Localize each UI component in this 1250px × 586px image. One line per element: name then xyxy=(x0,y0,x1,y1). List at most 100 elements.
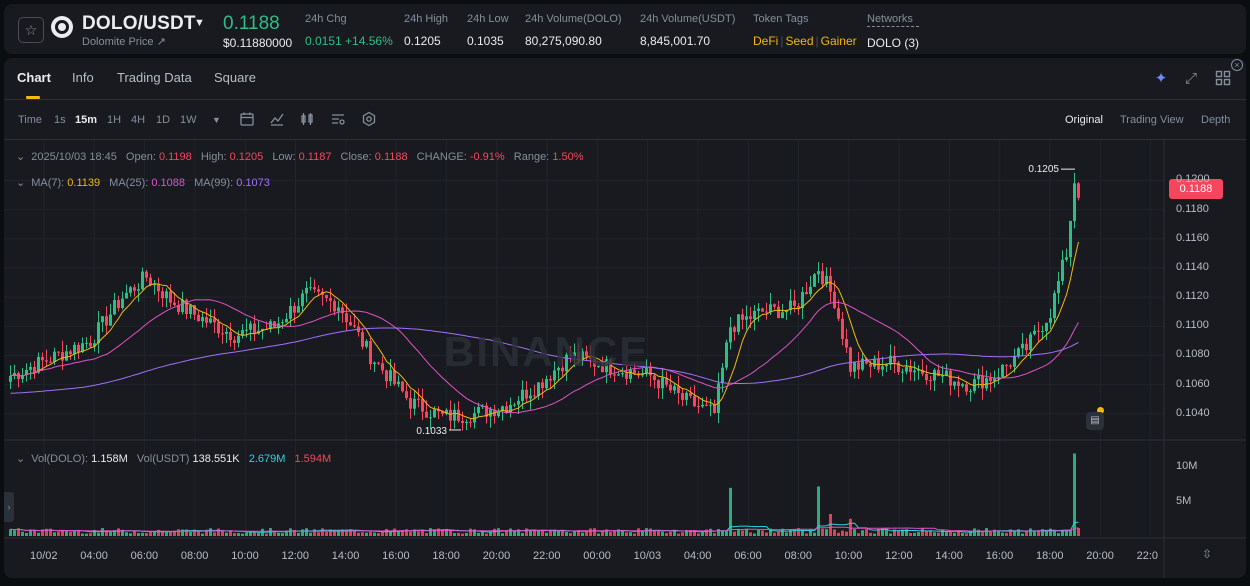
timeframe-time[interactable]: Time xyxy=(18,114,43,126)
networks[interactable]: Networks DOLO (3) xyxy=(867,13,920,50)
volume-bar xyxy=(33,530,36,536)
volume-bar xyxy=(325,531,328,536)
volume-bar xyxy=(333,529,336,536)
time-tick-label: 08:00 xyxy=(180,550,209,562)
volume-bar xyxy=(441,529,444,536)
alert-icon[interactable]: ▤ xyxy=(1086,412,1104,430)
volume-bar xyxy=(953,532,956,536)
timeframe-1h[interactable]: 1H xyxy=(107,114,122,126)
candle xyxy=(681,388,684,407)
candle xyxy=(985,370,988,392)
candle xyxy=(477,402,480,417)
view-original[interactable]: Original xyxy=(1065,114,1103,126)
close-icon[interactable]: × xyxy=(1231,59,1243,71)
volume-bar xyxy=(845,531,848,536)
reset-scale-icon[interactable]: ⇳ xyxy=(1201,547,1213,561)
price-chart[interactable]: 0.1205 0.1033 xyxy=(4,140,1246,578)
candle xyxy=(505,401,508,414)
candle xyxy=(121,291,124,310)
pair-dropdown-icon[interactable]: ▼ xyxy=(194,17,205,29)
candle xyxy=(421,388,424,421)
volume-bar xyxy=(853,529,856,536)
candle xyxy=(361,327,364,350)
volume-bar xyxy=(81,533,84,536)
volume-bar xyxy=(57,531,60,536)
candle xyxy=(177,300,180,315)
volume-bar xyxy=(1045,531,1048,536)
favorite-star-icon[interactable]: ☆ xyxy=(18,17,44,43)
scale-dividers xyxy=(4,140,1246,578)
volume-bar xyxy=(1033,531,1036,536)
candle xyxy=(1057,271,1060,304)
timeframe-4h[interactable]: 4H xyxy=(131,114,146,126)
volume-bar xyxy=(1057,533,1060,536)
candle xyxy=(1077,181,1080,201)
stat-value: 0.0151 +14.56% xyxy=(305,34,393,48)
candle xyxy=(1005,364,1008,376)
expand-sidebar-icon[interactable]: › xyxy=(4,492,14,522)
volume-bar xyxy=(201,533,204,536)
timeframe-15m[interactable]: 15m xyxy=(75,114,98,126)
volume-bar xyxy=(177,529,180,536)
tag-defi[interactable]: DeFi xyxy=(753,34,779,48)
candle xyxy=(925,364,928,385)
view-depth[interactable]: Depth xyxy=(1201,114,1231,126)
ai-sparkle-icon[interactable]: ✦ xyxy=(1154,70,1168,87)
volume-bar xyxy=(429,528,432,536)
volume-bar xyxy=(513,530,516,536)
candle xyxy=(545,375,548,390)
candle xyxy=(489,406,492,428)
candle xyxy=(85,337,88,349)
candle xyxy=(817,262,820,284)
tab-chart[interactable]: Chart xyxy=(17,70,51,85)
volume-bar xyxy=(29,529,32,536)
time-tick-label: 10:00 xyxy=(231,550,259,562)
candle xyxy=(401,380,404,393)
tab-square[interactable]: Square xyxy=(214,70,256,85)
volume-bar xyxy=(61,530,64,536)
volume-bar xyxy=(141,532,144,536)
legend-chevron-icon: ⌄ xyxy=(16,151,26,163)
volume-bar xyxy=(777,531,780,536)
candle xyxy=(137,283,140,302)
volume-bar xyxy=(453,533,456,536)
chart-settings-icon[interactable] xyxy=(330,111,346,127)
candle xyxy=(885,363,888,372)
candle xyxy=(81,337,84,354)
timeframe-1w[interactable]: 1W xyxy=(180,114,197,126)
candle xyxy=(981,365,984,400)
tag-gainer[interactable]: Gainer xyxy=(820,34,857,48)
coin-price-link[interactable]: Dolomite Price ↗ xyxy=(82,36,166,48)
timeframe-1d[interactable]: 1D xyxy=(156,114,171,126)
chart-area[interactable]: 0.1205 0.1033 BINANCE ⌄ 2025/10/03 18:45 O… xyxy=(4,140,1246,578)
candle xyxy=(909,359,912,381)
tab-info[interactable]: Info xyxy=(72,70,94,85)
tag-seed[interactable]: Seed xyxy=(785,34,814,48)
volume-bar xyxy=(437,528,440,536)
volume-bar xyxy=(409,531,412,536)
volume-bar xyxy=(65,531,68,536)
calendar-icon[interactable] xyxy=(239,111,255,127)
expand-icon[interactable]: ⤢ xyxy=(1184,70,1197,87)
timeframe-1s[interactable]: 1s xyxy=(54,114,66,126)
layout-grid-icon[interactable] xyxy=(1214,70,1232,88)
indicator-icon[interactable] xyxy=(269,111,285,127)
volume-bar xyxy=(1025,530,1028,536)
volume-bar xyxy=(965,533,968,536)
tab-trading-data[interactable]: Trading Data xyxy=(117,70,192,85)
active-tab-indicator xyxy=(26,96,40,99)
candle xyxy=(145,269,148,282)
gear-icon[interactable] xyxy=(361,111,377,127)
view-trading-view[interactable]: Trading View xyxy=(1120,114,1184,126)
candle xyxy=(341,304,344,323)
candle-type-icon[interactable] xyxy=(299,111,315,127)
candle xyxy=(493,404,496,424)
pair-symbol[interactable]: DOLO/USDT xyxy=(82,13,196,34)
candle xyxy=(473,406,476,429)
candle xyxy=(561,358,564,377)
timeframe-more-icon[interactable]: ▼ xyxy=(212,115,221,125)
networks-value[interactable]: DOLO (3) xyxy=(867,36,920,50)
chart-panel: Chart Info Trading Data Square ✦ ⤢ × Tim… xyxy=(4,58,1246,578)
volume-bar xyxy=(1001,532,1004,536)
volume-bar xyxy=(77,529,80,536)
